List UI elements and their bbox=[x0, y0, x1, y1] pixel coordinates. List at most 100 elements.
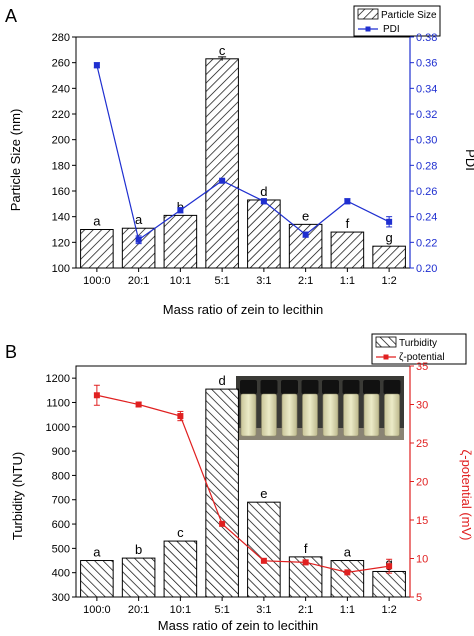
bar-1:1 bbox=[331, 232, 364, 268]
vial-body bbox=[282, 394, 297, 436]
significance-letter-5:1: c bbox=[219, 43, 226, 58]
y-tick-label: 200 bbox=[52, 135, 70, 147]
y-tick-label: 100 bbox=[52, 263, 70, 275]
significance-letter-3:1: e bbox=[260, 486, 267, 501]
y-tick-label: 180 bbox=[52, 160, 70, 172]
vial-cap bbox=[261, 380, 278, 394]
significance-letter-100:0: a bbox=[93, 214, 101, 229]
y2-tick-label: 0.34 bbox=[416, 83, 437, 95]
y-tick-label: 240 bbox=[52, 83, 70, 95]
y-tick-label: 900 bbox=[52, 446, 70, 458]
x-tick-label-5:1: 5:1 bbox=[214, 275, 229, 287]
vial-cap bbox=[322, 380, 339, 394]
x-axis-label-a: Mass ratio of zein to lecithin bbox=[163, 302, 323, 317]
line-point-5:1 bbox=[219, 521, 225, 527]
line-point-1:2 bbox=[386, 563, 392, 569]
x-tick-label-20:1: 20:1 bbox=[128, 604, 149, 616]
y-tick-label: 1000 bbox=[46, 422, 70, 434]
x-tick-label-1:2: 1:2 bbox=[381, 604, 396, 616]
legend-swatch-particle-size bbox=[358, 9, 378, 19]
legend-b: Turbidity ζ-potential bbox=[372, 334, 466, 364]
y2-tick-label: 0.32 bbox=[416, 109, 437, 121]
significance-letter-1:1: a bbox=[344, 545, 352, 560]
vial-cap bbox=[302, 380, 319, 394]
significance-letter-1:1: f bbox=[346, 216, 350, 231]
x-tick-label-1:1: 1:1 bbox=[340, 275, 355, 287]
line-point-2:1 bbox=[303, 232, 309, 238]
legend-swatch-turbidity bbox=[376, 337, 396, 347]
x-tick-label-1:1: 1:1 bbox=[340, 604, 355, 616]
y2-tick-label: 0.28 bbox=[416, 160, 437, 172]
x-tick-label-3:1: 3:1 bbox=[256, 275, 271, 287]
y-tick-label: 160 bbox=[52, 186, 70, 198]
y-tick-label: 1200 bbox=[46, 373, 70, 385]
y2-axis-label-b: ζ-potential (mV) bbox=[459, 450, 474, 541]
x-tick-label-100:0: 100:0 bbox=[83, 275, 111, 287]
vial-cap bbox=[343, 380, 360, 394]
y-tick-label: 500 bbox=[52, 543, 70, 555]
significance-letter-3:1: d bbox=[260, 184, 267, 199]
y2-tick-label: 0.36 bbox=[416, 58, 437, 70]
panel-label-b: B bbox=[5, 342, 17, 362]
y2-tick-label: 0.20 bbox=[416, 263, 437, 275]
bar-100:0 bbox=[81, 561, 114, 597]
significance-letter-10:1: c bbox=[177, 525, 184, 540]
bar-100:0 bbox=[81, 230, 114, 269]
significance-letter-20:1: b bbox=[135, 542, 142, 557]
bar-20:1 bbox=[122, 228, 155, 268]
y2-tick-label: 0.22 bbox=[416, 237, 437, 249]
panel-label-a: A bbox=[5, 6, 17, 26]
bar-1:1 bbox=[331, 561, 364, 597]
significance-letter-2:1: f bbox=[304, 541, 308, 556]
bar-1:2 bbox=[373, 246, 406, 268]
y-tick-label: 280 bbox=[52, 32, 70, 44]
line-point-3:1 bbox=[261, 198, 267, 204]
vial-body bbox=[344, 394, 359, 436]
significance-letter-1:2: g bbox=[386, 230, 393, 245]
y2-tick-label: 5 bbox=[416, 592, 422, 604]
x-tick-label-10:1: 10:1 bbox=[170, 604, 191, 616]
y2-tick-label: 0.26 bbox=[416, 186, 437, 198]
line-point-1:1 bbox=[344, 198, 350, 204]
bar-10:1 bbox=[164, 541, 197, 597]
y2-tick-label: 0.24 bbox=[416, 212, 437, 224]
line-point-100:0 bbox=[94, 62, 100, 68]
y-tick-label: 300 bbox=[52, 592, 70, 604]
bar-5:1 bbox=[206, 59, 239, 268]
bar-10:1 bbox=[164, 215, 197, 268]
x-tick-label-100:0: 100:0 bbox=[83, 604, 111, 616]
y2-tick-label: 0.30 bbox=[416, 135, 437, 147]
vial-cap bbox=[363, 380, 380, 394]
y-tick-label: 260 bbox=[52, 58, 70, 70]
x-tick-label-3:1: 3:1 bbox=[256, 604, 271, 616]
y-tick-label: 400 bbox=[52, 568, 70, 580]
significance-letter-20:1: a bbox=[135, 212, 143, 227]
line-point-10:1 bbox=[177, 207, 183, 213]
y2-tick-label: 30 bbox=[416, 400, 428, 412]
line-point-2:1 bbox=[303, 559, 309, 565]
y2-tick-label: 20 bbox=[416, 477, 428, 489]
vial-cap bbox=[281, 380, 298, 394]
y2-axis-label-a: PDI bbox=[463, 149, 474, 171]
chart-panel-a: A Particle Size (nm) PDI Mass ratio of z… bbox=[5, 6, 474, 317]
vial-body bbox=[364, 394, 379, 436]
y-axis-label-b: Turbidity (NTU) bbox=[10, 452, 25, 540]
y-tick-label: 800 bbox=[52, 470, 70, 482]
y-tick-label: 700 bbox=[52, 495, 70, 507]
x-axis-label-b: Mass ratio of zein to lecithin bbox=[158, 618, 318, 633]
vial-cap bbox=[384, 380, 401, 394]
significance-letter-2:1: e bbox=[302, 208, 309, 223]
y2-tick-label: 0.38 bbox=[416, 32, 437, 44]
y-tick-label: 220 bbox=[52, 109, 70, 121]
x-tick-label-2:1: 2:1 bbox=[298, 604, 313, 616]
bar-2:1 bbox=[289, 224, 322, 268]
y-tick-label: 140 bbox=[52, 212, 70, 224]
vial-cap bbox=[240, 380, 257, 394]
line-point-100:0 bbox=[94, 392, 100, 398]
legend-marker-zeta bbox=[384, 355, 389, 360]
line-point-10:1 bbox=[177, 413, 183, 419]
significance-letter-5:1: d bbox=[219, 373, 226, 388]
y-tick-label: 600 bbox=[52, 519, 70, 531]
line-point-20:1 bbox=[136, 237, 142, 243]
